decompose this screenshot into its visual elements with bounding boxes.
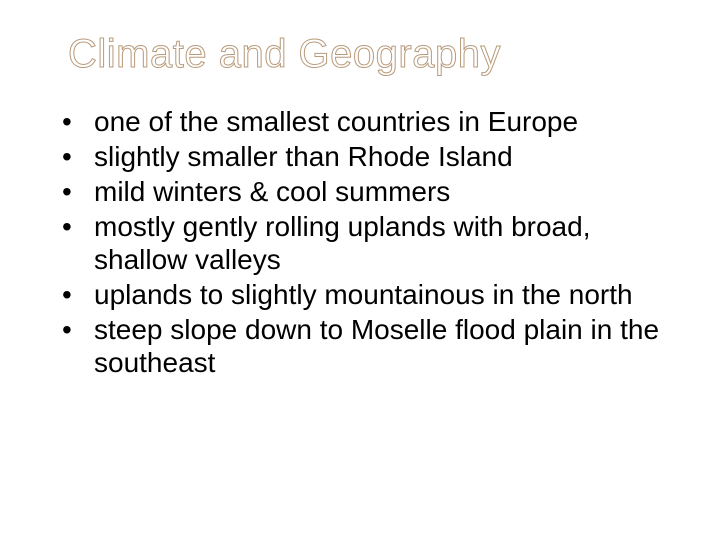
bullet-list: one of the smallest countries in Europe … — [48, 105, 672, 379]
list-item: mild winters & cool summers — [48, 175, 672, 208]
list-item: uplands to slightly mountainous in the n… — [48, 278, 672, 311]
list-item: steep slope down to Moselle flood plain … — [48, 313, 672, 379]
slide-title: Climate and Geography — [68, 32, 672, 77]
slide: Climate and Geography one of the smalles… — [0, 0, 720, 540]
list-item: mostly gently rolling uplands with broad… — [48, 210, 672, 276]
list-item: slightly smaller than Rhode Island — [48, 140, 672, 173]
list-item: one of the smallest countries in Europe — [48, 105, 672, 138]
